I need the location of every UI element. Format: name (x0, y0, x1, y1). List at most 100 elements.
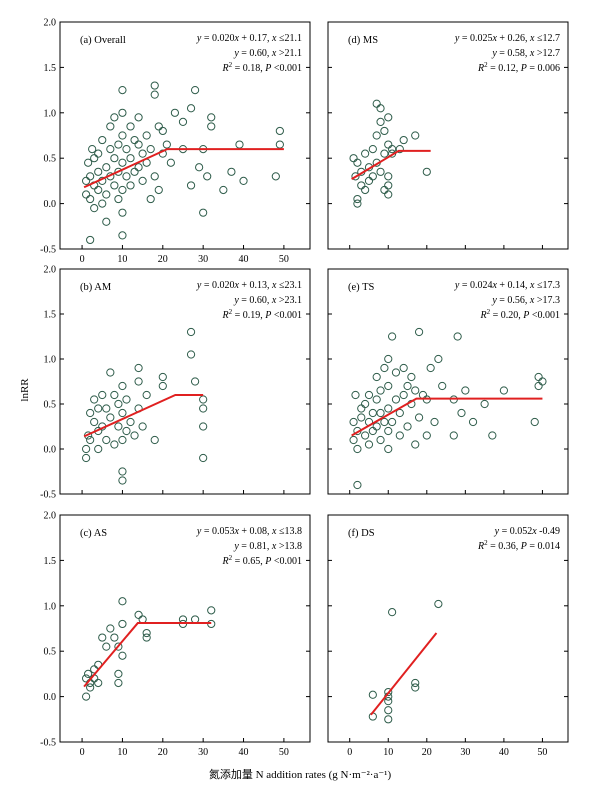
data-point (118, 131, 127, 140)
data-point (102, 642, 111, 651)
data-point (430, 417, 439, 427)
data-point (94, 404, 103, 413)
data-point (102, 190, 111, 199)
data-point (186, 327, 196, 337)
x-tick-label: 10 (117, 254, 127, 265)
data-point (82, 444, 91, 454)
data-point (158, 372, 167, 382)
fit-annotation: y = 0.60, x >21.1 (233, 48, 302, 59)
data-point (353, 444, 362, 454)
data-point (434, 354, 443, 364)
data-point (122, 172, 131, 181)
data-point (351, 172, 360, 181)
data-point (134, 140, 143, 149)
data-point (130, 167, 139, 176)
data-point (368, 408, 377, 418)
data-point (372, 372, 381, 382)
data-point (86, 172, 95, 181)
data-point (122, 145, 131, 154)
data-point (361, 185, 370, 195)
data-point (126, 122, 135, 131)
data-point (207, 122, 216, 131)
data-point (118, 651, 127, 660)
data-point (102, 435, 111, 445)
panel-am: -0.5 0.0 0.5 1.0 1.5 2.0 (b) AM y = 0.020x + 0.… (40, 265, 311, 501)
data-point (82, 453, 91, 463)
x-tick-label: 20 (158, 254, 168, 265)
data-point (411, 440, 420, 449)
fit-annotation: y = 0.052x -0.49 (494, 526, 560, 537)
data-point (110, 181, 119, 190)
data-point (364, 440, 374, 449)
data-point (357, 413, 366, 422)
fit-annotation: y = 0.053x + 0.08, x ≤13.8 (196, 526, 302, 537)
data-point (130, 135, 139, 145)
data-point (190, 377, 200, 386)
data-point (146, 145, 155, 154)
x-axis-title: 氮添加量 N addition rates (g N·m⁻²·a⁻¹) (209, 767, 392, 781)
data-point (384, 715, 393, 724)
fit-annotation: R2 = 0.18, P <0.001 (222, 61, 303, 74)
data-point (118, 208, 127, 217)
data-point (361, 399, 370, 409)
data-point (94, 167, 103, 176)
data-point (114, 399, 123, 409)
data-point (166, 158, 175, 167)
data-point (134, 610, 143, 619)
plot-frame (59, 21, 311, 250)
data-point (118, 86, 127, 95)
data-point (110, 113, 119, 122)
data-point (110, 440, 119, 449)
y-axis-title: lnRR (19, 378, 31, 402)
x-tick-label: 40 (239, 747, 249, 758)
data-point (368, 145, 377, 154)
fit-line (351, 397, 543, 437)
x-tick-label: 0 (80, 747, 85, 758)
data-point (98, 633, 107, 642)
data-point (110, 154, 119, 163)
data-point (384, 697, 393, 706)
data-point (414, 327, 424, 337)
data-point (422, 167, 431, 176)
data-point (384, 687, 393, 697)
data-point (199, 208, 208, 217)
data-point (134, 377, 143, 386)
data-point (399, 363, 408, 373)
data-point (414, 413, 424, 422)
data-point (411, 683, 420, 692)
data-point (434, 599, 443, 609)
data-point (114, 167, 123, 176)
y-tick-label: -0.5 (40, 738, 56, 749)
x-tick-label: 0 (347, 747, 352, 758)
data-point (138, 176, 147, 185)
data-point (82, 692, 91, 701)
data-point (384, 181, 393, 190)
x-tick-label: 20 (422, 747, 432, 758)
data-point (368, 690, 377, 699)
data-point (106, 413, 115, 422)
data-point (376, 435, 385, 445)
data-point (186, 181, 196, 190)
fit-annotation: R2 = 0.36, P = 0.014 (477, 539, 560, 552)
data-point (94, 678, 103, 688)
data-point (530, 417, 539, 427)
fit-annotation: y = 0.56, x >17.3 (491, 295, 560, 306)
data-point (82, 190, 91, 199)
data-point (118, 476, 127, 485)
panel-ts: (e) TS y = 0.024x + 0.14, x ≤17.3 y = 0.56… (327, 268, 569, 495)
data-point (86, 194, 95, 204)
panel-label: (d) MS (348, 35, 378, 46)
data-point (384, 706, 393, 715)
data-point (190, 615, 200, 624)
data-point (372, 422, 381, 431)
data-point (106, 145, 115, 154)
data-point (118, 597, 127, 606)
data-point (114, 194, 123, 204)
data-point (372, 131, 381, 140)
data-point (126, 417, 135, 427)
data-point (94, 185, 103, 195)
data-point (134, 113, 143, 122)
data-point (195, 163, 204, 172)
plot-frame (59, 514, 311, 743)
